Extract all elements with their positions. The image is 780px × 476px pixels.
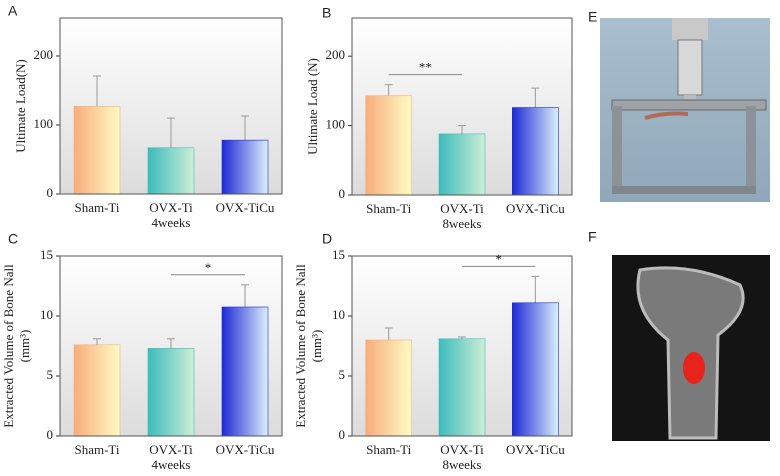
x-tick-label: OVX-TiCu (506, 201, 565, 216)
y-axis-label: Extracted Volume of Bone Nall (1, 264, 16, 428)
plot-frame (351, 255, 573, 437)
bar (73, 344, 121, 437)
x-tick-label: Sham-Ti (74, 442, 119, 457)
panel-label: F (588, 229, 597, 245)
x-tick-label: OVX-TiCu (506, 442, 565, 457)
x-tick-label: OVX-TiCu (216, 442, 275, 457)
bar (438, 338, 486, 437)
significance-label: * (205, 260, 212, 275)
x-axis-label: 4weeks (152, 457, 191, 472)
x-tick-label: OVX-Ti (440, 442, 484, 457)
x-axis-label: 8weeks (443, 457, 482, 472)
x-tick-label: OVX-Ti (149, 442, 193, 457)
x-tick-label: OVX-Ti (440, 201, 484, 216)
bar (221, 139, 269, 195)
y-tick-label: 0 (47, 185, 54, 200)
bar (365, 95, 412, 196)
y-tick-label: 0 (47, 427, 54, 442)
x-tick-label: Sham-Ti (366, 442, 411, 457)
panel-label: D (322, 231, 332, 247)
significance-label: ** (419, 60, 432, 75)
photo-e (600, 18, 770, 202)
panel-label: E (588, 9, 597, 25)
y-tick-label: 100 (326, 117, 346, 132)
x-axis-label: 4weeks (152, 215, 191, 230)
x-tick-label: Sham-Ti (366, 201, 411, 216)
bar (512, 302, 559, 437)
significance-label: * (495, 251, 502, 266)
x-tick-label: OVX-TiCu (216, 200, 275, 215)
plot-frame (351, 17, 573, 196)
y-tick-label: 0 (339, 427, 346, 442)
y-axis-label: Ultimate Load (N) (305, 58, 320, 155)
y-tick-label: 100 (34, 116, 54, 131)
panel-label: A (8, 3, 18, 19)
y-tick-label: 5 (47, 367, 54, 382)
y-axis-label: Extracted Volume of Bone Nall (293, 264, 308, 428)
y-tick-label: 15 (332, 247, 345, 262)
bar (73, 106, 121, 195)
y-axis-label: (mm³) (309, 330, 324, 363)
y-tick-label: 5 (339, 367, 346, 382)
photo-f (612, 255, 770, 441)
y-tick-label: 200 (34, 47, 54, 62)
y-tick-label: 0 (339, 186, 346, 201)
y-axis-label: (mm³) (17, 330, 32, 363)
bar (365, 339, 412, 437)
plot-frame (59, 255, 283, 437)
y-tick-label: 15 (40, 247, 53, 262)
y-axis-label: Ultimate Load(N) (13, 59, 28, 153)
x-axis-label: 8weeks (443, 216, 482, 231)
y-tick-label: 10 (332, 307, 345, 322)
bar (147, 147, 195, 195)
panel-label: B (322, 5, 331, 21)
plot-frame (59, 17, 283, 195)
bar (438, 133, 486, 196)
x-tick-label: Sham-Ti (74, 200, 119, 215)
x-tick-label: OVX-Ti (149, 200, 193, 215)
bar (512, 107, 559, 196)
y-tick-label: 200 (326, 47, 346, 62)
bar (147, 348, 195, 437)
panel-label: C (8, 231, 18, 247)
y-tick-label: 10 (40, 307, 53, 322)
bar (221, 306, 269, 437)
